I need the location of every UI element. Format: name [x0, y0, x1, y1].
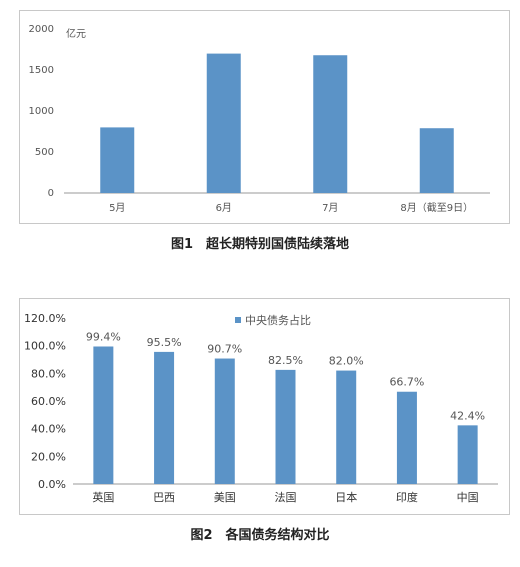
bar	[336, 370, 357, 484]
data-label: 42.4%	[450, 409, 485, 422]
x-tick-label: 6月	[216, 202, 232, 214]
y-tick-label: 1000	[29, 106, 54, 117]
data-label: 95.5%	[147, 336, 182, 349]
bar	[206, 53, 241, 193]
bar	[396, 391, 417, 484]
y-tick-label: 0.0%	[38, 478, 66, 491]
x-tick-label: 英国	[92, 490, 114, 504]
y-tick-label: 20.0%	[31, 450, 66, 463]
x-tick-label: 印度	[396, 490, 418, 504]
y-tick-label: 2000	[29, 24, 54, 35]
chart-panel-2: 120.0% 100.0% 80.0% 60.0% 40.0% 20.0% 0.0% 中央债务…	[19, 298, 510, 515]
data-label: 66.7%	[389, 376, 424, 389]
y-tick-label: 1500	[29, 65, 54, 76]
y-tick-label: 40.0%	[31, 423, 66, 436]
y-tick-label: 500	[35, 147, 54, 158]
x-tick-label: 7月	[322, 202, 338, 214]
chart-panel-1: 2000 1500 1000 500 0 亿元 5月 6月 7月 8月（截至9日）	[19, 10, 510, 224]
bar	[100, 127, 135, 193]
x-tick-label: 8月（截至9日）	[400, 201, 473, 214]
chart-2-svg: 120.0% 100.0% 80.0% 60.0% 40.0% 20.0% 0.0% 中央债务…	[24, 312, 498, 504]
data-label: 82.0%	[329, 355, 364, 368]
data-label: 99.4%	[86, 330, 121, 343]
x-tick-label: 美国	[214, 491, 236, 504]
chart-1-svg: 2000 1500 1000 500 0 亿元 5月 6月 7月 8月（截至9日）	[29, 24, 490, 214]
y-tick-label: 60.0%	[31, 395, 66, 408]
bar	[154, 351, 175, 484]
bar	[419, 128, 454, 193]
bar	[214, 358, 235, 484]
x-tick-label: 法国	[275, 490, 297, 504]
bar	[457, 425, 478, 484]
figure-1-caption: 图1 超长期特别国债陆续落地	[170, 237, 350, 252]
legend-label: 中央债务占比	[245, 313, 311, 327]
y-tick-label: 0	[48, 188, 54, 199]
x-tick-label: 巴西	[153, 491, 175, 504]
y-unit-label: 亿元	[66, 27, 86, 40]
data-label: 90.7%	[207, 343, 242, 356]
y-tick-label: 80.0%	[31, 367, 66, 380]
x-tick-label: 5月	[109, 202, 125, 214]
legend-swatch	[235, 317, 241, 323]
bar	[275, 369, 296, 484]
bar	[313, 55, 348, 193]
x-tick-label: 中国	[457, 491, 479, 504]
y-tick-label: 120.0%	[24, 312, 66, 325]
x-tick-label: 日本	[335, 490, 357, 504]
bar	[93, 346, 114, 484]
data-label: 82.5%	[268, 354, 303, 367]
y-tick-label: 100.0%	[24, 340, 66, 353]
figure-2-caption: 图2 各国债务结构对比	[190, 528, 330, 543]
